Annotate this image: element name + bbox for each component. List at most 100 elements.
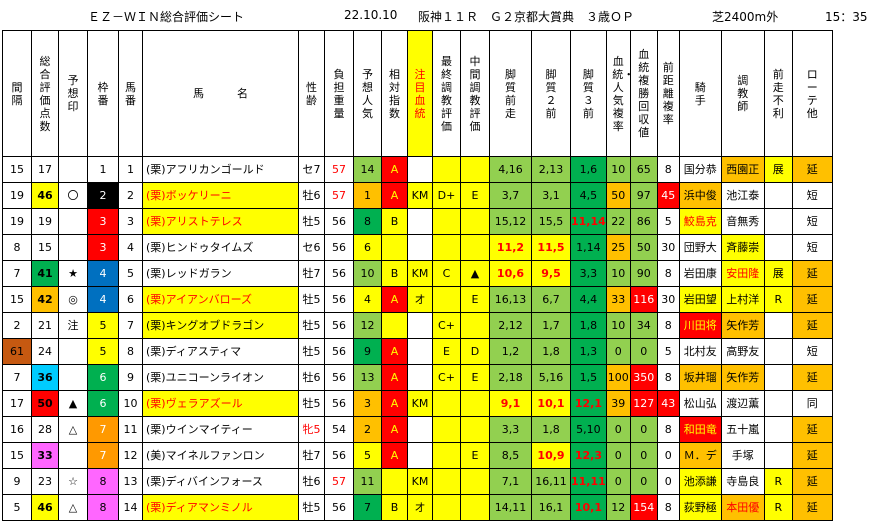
sex-age-cell: セ7 <box>298 156 325 183</box>
predicted-pop-cell: 11 <box>353 468 382 495</box>
horse-row[interactable]: 15 17 1 1 (栗)アフリカンゴールド セ7 57 14 A 4,16 2,13 1,6 10 65… <box>2 156 833 183</box>
header-label: 血統・人気複率 <box>612 54 629 133</box>
jockey-cell: 和田竜 <box>678 416 722 443</box>
mid-training-cell: E <box>460 364 490 391</box>
mark-cell <box>58 338 88 365</box>
sex-age-cell: 牡6 <box>298 364 325 391</box>
rotation-cell: 延 <box>791 156 833 183</box>
horse-row[interactable]: 19 46 〇 2 2 (栗)ボッケリーニ 牡6 57 1 A KM D+ E 3,7 3,1 4,5 50 97… <box>2 182 833 209</box>
header-cell: 相対指数 <box>381 30 408 157</box>
umaban-cell: 7 <box>118 312 143 339</box>
waku-cell: 4 <box>87 286 119 313</box>
trainer-cell: 高野友 <box>720 338 765 365</box>
mid-training-cell: ▲ <box>460 260 490 287</box>
relative-index-cell: A <box>381 442 408 469</box>
style-2nd-cell: 10,1 <box>531 390 571 417</box>
blood-cell: KM <box>407 182 433 209</box>
rotation-cell: 延 <box>791 260 833 287</box>
sex-age-cell: 牡7 <box>298 260 325 287</box>
umaban-cell: 3 <box>118 208 143 235</box>
final-training-cell <box>432 416 461 443</box>
mark-cell: ◎ <box>58 286 88 313</box>
horse-row[interactable]: 7 36 6 9 (栗)ユニコーンライオン 牡6 56 13 A C+ E 2,18 5,16 1,5 10… <box>2 364 833 391</box>
horse-row[interactable]: 61 24 5 8 (栗)ディアスティマ 牡5 56 9 A E D 1,2 1,8 1,3 0 0 5 北村友高… <box>2 338 833 365</box>
horse-row[interactable]: 7 41 ★ 4 5 (栗)レッドガラン 牡7 56 10 B KM C ▲ 10,6 9,5 3,3 10 90… <box>2 260 833 287</box>
relative-index-cell: B <box>381 260 408 287</box>
horse-row[interactable]: 17 50 ▲ 6 10 (栗)ヴェラアズール 牡5 56 3 A KM 9,1 10,1 12,1 39 1… <box>2 390 833 417</box>
style-last-cell: 1,2 <box>489 338 532 365</box>
style-2nd-cell: 11,5 <box>531 234 571 261</box>
header-label: 総合評価点数 <box>39 54 51 133</box>
gap-cell: 15 <box>2 286 32 313</box>
horse-name: (栗)ボッケリーニ <box>142 182 299 209</box>
style-last-cell: 3,7 <box>489 182 532 209</box>
trouble-cell <box>763 390 793 417</box>
mid-training-cell <box>460 494 490 521</box>
umaban-cell: 8 <box>118 338 143 365</box>
horse-row[interactable]: 9 23 ☆ 8 13 (栗)ディバインフォース 牡6 57 11 KM 7,1 16,11 11,11… <box>2 468 833 495</box>
rotation-cell: 延 <box>791 286 833 313</box>
jockey-cell: 坂井瑠 <box>678 364 722 391</box>
final-training-cell <box>432 468 461 495</box>
rotation-cell: 短 <box>791 208 833 235</box>
jockey-cell: 松山弘 <box>678 390 722 417</box>
sex-age-cell: 牡7 <box>298 442 325 469</box>
sex-age-cell: 牡6 <box>298 468 325 495</box>
gap-cell: 16 <box>2 416 32 443</box>
trainer-cell: 手塚 <box>720 442 765 469</box>
style-last-cell: 8,5 <box>489 442 532 469</box>
style-3rd-cell: 1,8 <box>570 312 607 339</box>
style-3rd-cell: 10,1 <box>570 494 607 521</box>
predicted-pop-cell: 4 <box>353 286 382 313</box>
blood-cell: KM <box>407 390 433 417</box>
horse-row[interactable]: 8 15 3 4 (栗)ヒンドゥタイムズ セ6 56 6 11,2 11,5 1,14 25 50 30 団… <box>2 234 833 261</box>
header-label: 前走不利 <box>772 67 784 120</box>
trainer-cell: 池江泰 <box>720 182 765 209</box>
blood-return-cell: 97 <box>629 182 658 209</box>
header-cell: 脚質２前 <box>531 30 571 157</box>
blood-return-cell: 34 <box>629 312 658 339</box>
horse-row[interactable]: 2 21 注 5 7 (栗)キングオブドラゴン 牡5 56 12 C+ 2,12 1,7 1,8 10 34… <box>2 312 833 339</box>
header-label: 脚質３前 <box>582 67 594 120</box>
trouble-cell <box>763 208 793 235</box>
style-2nd-cell: 1,8 <box>531 338 571 365</box>
style-2nd-cell: 3,1 <box>531 182 571 209</box>
horse-row[interactable]: 15 33 7 12 (美)マイネルファンロン 牡7 56 5 A E 8,5 10,9 12,3 0 0 0… <box>2 442 833 469</box>
horse-name: (栗)ヴェラアズール <box>142 390 299 417</box>
mark-cell <box>58 442 88 469</box>
predicted-pop-cell: 10 <box>353 260 382 287</box>
sex-age-cell: 牡5 <box>298 312 325 339</box>
blood-cell: KM <box>407 468 433 495</box>
trainer-cell: 西園正 <box>720 156 765 183</box>
final-training-cell <box>432 286 461 313</box>
header-cell: 調教師 <box>720 30 765 157</box>
trouble-cell <box>763 364 793 391</box>
race-date: 22.10.10 <box>344 8 398 22</box>
relative-index-cell: A <box>381 390 408 417</box>
sex-age-cell: 牡5 <box>298 494 325 521</box>
predicted-pop-cell: 6 <box>353 234 382 261</box>
horse-row[interactable]: 16 28 △ 7 11 (栗)ウインマイティー 牝5 54 2 A 3,3 1,8 5,10 0 0 8 和田… <box>2 416 833 443</box>
style-3rd-cell: 5,10 <box>570 416 607 443</box>
horse-row[interactable]: 15 42 ◎ 4 6 (栗)アイアンバローズ 牡5 56 4 A オ E 16,13 6,7 4,4 33 1… <box>2 286 833 313</box>
header-label: 中間調教評価 <box>469 54 481 133</box>
waku-cell: 6 <box>87 364 119 391</box>
rotation-cell: 同 <box>791 390 833 417</box>
predicted-pop-cell: 2 <box>353 416 382 443</box>
blood-rate-cell: 22 <box>605 208 631 235</box>
blood-rate-cell: 0 <box>605 338 631 365</box>
score-cell: 33 <box>31 442 59 469</box>
horse-name: (栗)ユニコーンライオン <box>142 364 299 391</box>
horse-row[interactable]: 5 46 △ 8 14 (栗)ディアマンミノル 牡5 56 7 B オ 14,11 16,1 10,1 12… <box>2 494 833 521</box>
style-3rd-cell: 4,4 <box>570 286 607 313</box>
score-cell: 46 <box>31 182 59 209</box>
final-training-cell: C+ <box>432 364 461 391</box>
header-cell: 血統複勝回収値 <box>629 30 658 157</box>
horse-row[interactable]: 19 19 3 3 (栗)アリストテレス 牡5 56 8 B 15,12 15,5 11,14 22 86… <box>2 208 833 235</box>
sheet-title: ＥＺ－ＷＩＮ総合評価シート <box>88 10 245 24</box>
jockey-cell: 川田将 <box>678 312 722 339</box>
style-last-cell: 11,2 <box>489 234 532 261</box>
horse-name: (栗)ディアスティマ <box>142 338 299 365</box>
weight-cell: 56 <box>324 390 354 417</box>
predicted-pop-cell: 1 <box>353 182 382 209</box>
